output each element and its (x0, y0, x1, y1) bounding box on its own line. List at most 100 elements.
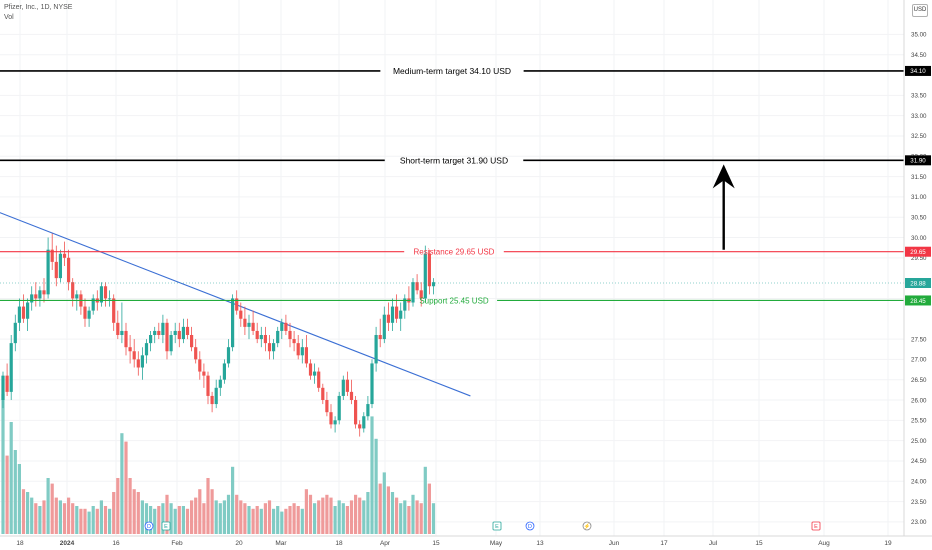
candle-body[interactable] (300, 347, 304, 356)
candle-body[interactable] (17, 306, 21, 323)
earnings-marker[interactable] (811, 521, 821, 531)
candle-body[interactable] (1, 375, 5, 400)
candle-body[interactable] (54, 261, 58, 279)
candle-body[interactable] (165, 322, 169, 352)
candle-body[interactable] (50, 249, 54, 262)
candle-body[interactable] (128, 347, 132, 352)
candle-body[interactable] (390, 306, 395, 323)
candle-body[interactable] (136, 359, 140, 368)
candle-body[interactable] (157, 330, 161, 335)
candle-body[interactable] (210, 395, 214, 405)
candle-body[interactable] (140, 355, 144, 368)
candle-body[interactable] (62, 253, 67, 258)
candle-body[interactable] (251, 322, 255, 331)
candle-body[interactable] (386, 314, 390, 323)
candle-body[interactable] (329, 412, 333, 425)
candle-body[interactable] (83, 306, 87, 319)
split-marker[interactable] (582, 521, 592, 531)
candle-body[interactable] (202, 371, 206, 376)
candle-body[interactable] (288, 330, 292, 340)
candle-body[interactable] (321, 387, 325, 400)
dividend-marker[interactable] (525, 521, 535, 531)
candle-body[interactable] (198, 359, 202, 372)
candle-body[interactable] (403, 298, 407, 311)
candle-body[interactable] (181, 326, 185, 340)
candle-body[interactable] (370, 363, 374, 405)
candle-body[interactable] (185, 326, 190, 335)
candle-body[interactable] (333, 420, 337, 425)
candle-body[interactable] (132, 351, 136, 360)
candle-body[interactable] (58, 253, 62, 279)
candle-body[interactable] (239, 310, 243, 319)
candle-body[interactable] (46, 249, 50, 295)
candle-body[interactable] (231, 298, 235, 348)
candle-body[interactable] (280, 322, 284, 331)
candle-body[interactable] (112, 298, 116, 323)
candle-body[interactable] (313, 371, 317, 376)
candle-body[interactable] (42, 290, 46, 295)
candle-body[interactable] (206, 375, 210, 396)
candle-body[interactable] (399, 310, 403, 319)
candle-body[interactable] (116, 322, 120, 335)
candle-body[interactable] (30, 294, 34, 303)
price-axis[interactable]: 35.0034.5033.5033.0032.5032.0031.5031.00… (903, 0, 932, 550)
candles[interactable] (1, 233, 436, 437)
candle-body[interactable] (378, 335, 382, 340)
candle-body[interactable] (153, 330, 157, 335)
candle-body[interactable] (423, 253, 427, 299)
candle-body[interactable] (427, 253, 431, 287)
candle-body[interactable] (120, 330, 124, 335)
earnings-marker[interactable] (492, 521, 502, 531)
candle-body[interactable] (144, 343, 149, 356)
candle-body[interactable] (9, 343, 13, 392)
candle-body[interactable] (284, 322, 288, 331)
candle-body[interactable] (214, 387, 218, 405)
candle-body[interactable] (263, 335, 267, 344)
candle-body[interactable] (411, 282, 415, 303)
candle-body[interactable] (149, 335, 153, 344)
candle-body[interactable] (374, 335, 378, 364)
candle-body[interactable] (255, 330, 259, 340)
candle-body[interactable] (247, 322, 251, 327)
candle-body[interactable] (71, 282, 75, 299)
dividend-marker[interactable] (144, 521, 154, 531)
candle-body[interactable] (235, 298, 239, 311)
candle-body[interactable] (34, 294, 38, 299)
candle-body[interactable] (169, 335, 173, 352)
candle-body[interactable] (177, 330, 181, 340)
time-axis[interactable]: 18 2024 16 Feb 20 Mar 18 Apr 15 May 13 Jun 17 Jul 15 Au… (0, 535, 932, 547)
candle-body[interactable] (5, 375, 9, 392)
candle-body[interactable] (366, 404, 370, 417)
candle-body[interactable] (349, 391, 354, 400)
candle-body[interactable] (431, 282, 436, 287)
candle-body[interactable] (267, 343, 272, 352)
candle-body[interactable] (161, 322, 165, 335)
candle-body[interactable] (341, 379, 345, 396)
candle-body[interactable] (13, 322, 17, 344)
earnings-marker[interactable] (161, 521, 171, 531)
downtrend-line[interactable] (0, 209, 471, 397)
candle-body[interactable] (276, 330, 280, 344)
price-levels[interactable]: Medium-term target 34.10 USD Short-term t… (0, 66, 904, 306)
candle-body[interactable] (308, 363, 313, 376)
candle-body[interactable] (259, 335, 263, 340)
candle-body[interactable] (91, 298, 95, 311)
candle-body[interactable] (304, 347, 308, 364)
candle-body[interactable] (325, 400, 329, 413)
candle-body[interactable] (317, 371, 321, 388)
candle-body[interactable] (108, 298, 112, 300)
candle-body[interactable] (337, 395, 341, 421)
candle-body[interactable] (415, 282, 419, 291)
candle-body[interactable] (362, 416, 366, 429)
candle-body[interactable] (272, 343, 276, 352)
candle-body[interactable] (358, 424, 362, 429)
event-markers[interactable]: D E E D ⚡ E (144, 521, 821, 531)
candle-body[interactable] (67, 257, 71, 283)
candle-body[interactable] (194, 347, 198, 360)
candle-body[interactable] (103, 286, 108, 299)
candle-body[interactable] (382, 314, 386, 340)
candle-body[interactable] (345, 379, 349, 392)
candle-body[interactable] (87, 310, 91, 319)
candle-body[interactable] (226, 347, 231, 364)
